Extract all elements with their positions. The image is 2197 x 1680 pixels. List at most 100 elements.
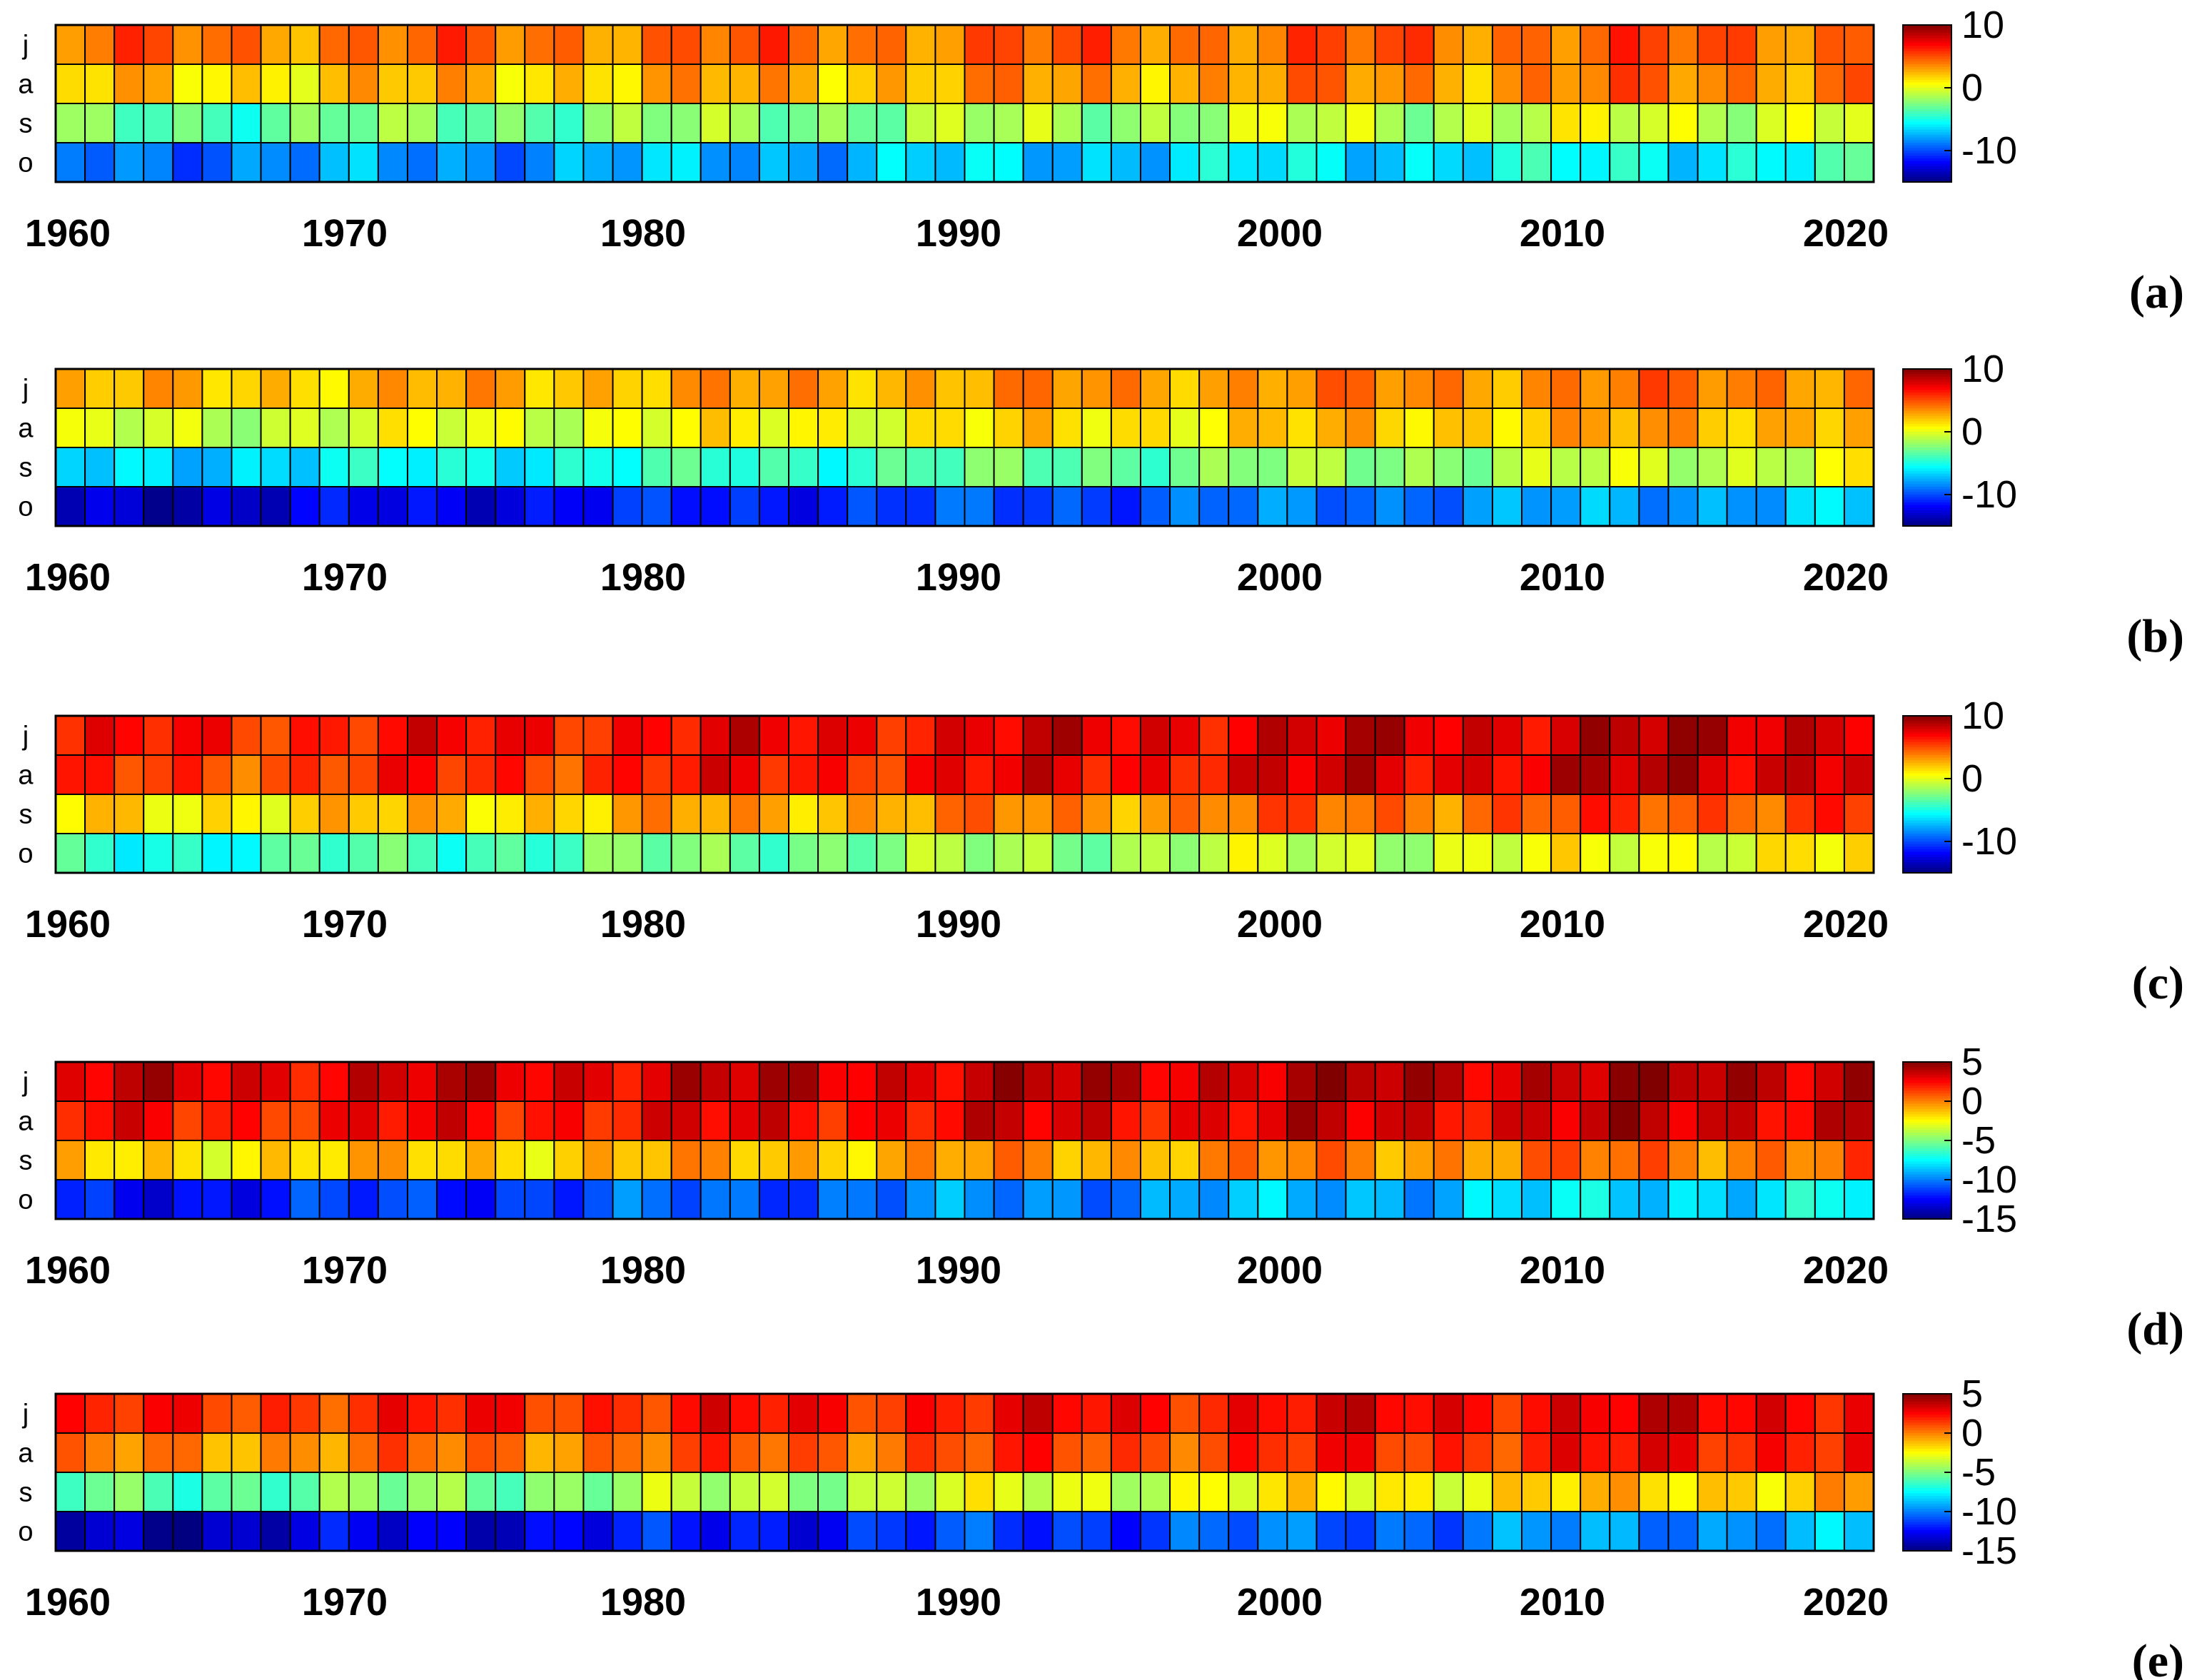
heatmap-cell [1433, 1100, 1464, 1141]
colorbar-segment [1903, 865, 1951, 869]
heatmap-cell [1491, 1100, 1523, 1141]
heatmap-cell [670, 486, 702, 527]
heatmap-cell [729, 1393, 760, 1434]
heatmap-cell [1081, 368, 1112, 409]
heatmap-cell [1784, 1179, 1816, 1220]
year-label: 1990 [916, 1249, 1001, 1292]
year-label: 2010 [1520, 1581, 1605, 1624]
heatmap-cell [143, 24, 174, 65]
heatmap-cell [318, 24, 350, 65]
heatmap-cell [699, 1432, 731, 1473]
colorbar-segment [1903, 779, 1951, 782]
heatmap-cell [817, 754, 849, 795]
heatmap-cell [84, 1140, 116, 1180]
heatmap-cell [1403, 1511, 1435, 1552]
heatmap-cell [582, 1100, 614, 1141]
heatmap-cell [1491, 715, 1523, 756]
heatmap-cell [582, 833, 614, 874]
heatmap-cell [1580, 1472, 1611, 1512]
colorbar-segment [1903, 1188, 1951, 1191]
heatmap-cell [84, 64, 116, 104]
colorbar-segment [1903, 1195, 1951, 1199]
heatmap-cell [1521, 794, 1552, 834]
heatmap-cell [495, 408, 526, 448]
heatmap-cell [1433, 486, 1464, 527]
colorbar-segment [1903, 823, 1951, 826]
heatmap-cell [1081, 1140, 1112, 1180]
heatmap-cell [1169, 368, 1201, 409]
heatmap-frame [54, 1392, 1875, 1552]
heatmap-cell [1491, 1472, 1523, 1512]
heatmap-cell [260, 1061, 291, 1102]
heatmap-cell [1051, 1140, 1083, 1180]
colorbar-segment [1903, 1138, 1951, 1141]
colorbar-segment [1903, 726, 1951, 729]
heatmap-cell [348, 486, 379, 527]
colorbar-segment [1903, 473, 1951, 477]
heatmap-cell [964, 1511, 995, 1552]
colorbar-segment [1903, 812, 1951, 816]
heatmap-cell [465, 1432, 497, 1473]
colorbar-segment [1903, 849, 1951, 853]
heatmap-cell [1843, 24, 1874, 65]
heatmap-cell [1462, 1432, 1493, 1473]
colorbar-segment [1903, 457, 1951, 461]
heatmap-cell [1081, 1179, 1112, 1220]
heatmap-cell [817, 1511, 849, 1552]
heatmap-cell [1022, 754, 1054, 795]
heatmap-cell [641, 833, 672, 874]
heatmap-cell [847, 1061, 878, 1102]
heatmap-cell [172, 1179, 203, 1220]
heatmap-cell [1315, 1140, 1347, 1180]
row-label-j: j [22, 1400, 29, 1429]
heatmap-cell [1403, 833, 1435, 874]
colorbar-segment [1903, 61, 1951, 65]
heatmap-cell [1784, 1061, 1816, 1102]
heatmap-cell [1726, 447, 1757, 487]
heatmap-cell [1814, 1100, 1845, 1141]
heatmap-cell [876, 1393, 907, 1434]
colorbar-segment [1903, 93, 1951, 96]
heatmap-cell [289, 1472, 320, 1512]
heatmap-cell [553, 1061, 585, 1102]
colorbar-segment [1903, 771, 1951, 774]
heatmap-cell [55, 1140, 86, 1180]
colorbar-segment [1903, 1098, 1951, 1102]
heatmap-cell [1345, 368, 1376, 409]
heatmap-cell [1022, 1393, 1054, 1434]
heatmap-cell [876, 103, 907, 143]
heatmap-cell [1462, 408, 1493, 448]
heatmap-cell [1697, 1511, 1728, 1552]
heatmap-cell [612, 833, 643, 874]
colorbar-segment [1903, 1490, 1951, 1494]
heatmap-cell [934, 447, 966, 487]
heatmap-cell [1462, 486, 1493, 527]
heatmap-cell [172, 408, 203, 448]
heatmap-cell [758, 142, 790, 183]
heatmap-cell [318, 1100, 350, 1141]
heatmap-cell [113, 486, 145, 527]
heatmap-cell [817, 1472, 849, 1512]
colorbar-segment [1903, 520, 1951, 524]
heatmap-cell [1286, 368, 1318, 409]
heatmap-cell [641, 1432, 672, 1473]
heatmap-cell [876, 368, 907, 409]
heatmap-cell [1374, 64, 1405, 104]
row-label-a: a [18, 1107, 34, 1137]
heatmap-cell [1110, 1140, 1141, 1180]
heatmap-cell [113, 833, 145, 874]
heatmap-cell [1755, 1432, 1787, 1473]
heatmap-cell [348, 1511, 379, 1552]
heatmap-cell [1580, 447, 1611, 487]
heatmap-cell [876, 64, 907, 104]
heatmap-cell [1638, 754, 1670, 795]
heatmap-cell [641, 447, 672, 487]
colorbar-segment [1903, 1133, 1951, 1136]
colorbar-segment [1903, 1156, 1951, 1160]
heatmap-cell [1315, 833, 1347, 874]
heatmap-cell [55, 833, 86, 874]
heatmap-cell [1051, 1179, 1083, 1220]
heatmap-cell [1228, 24, 1259, 65]
heatmap-cell [495, 64, 526, 104]
heatmap-cell [1697, 1061, 1728, 1102]
